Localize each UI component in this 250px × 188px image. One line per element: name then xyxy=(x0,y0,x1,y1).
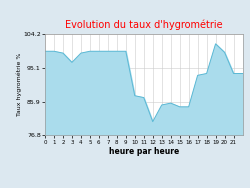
X-axis label: heure par heure: heure par heure xyxy=(108,147,179,156)
Title: Evolution du taux d'hygrométrie: Evolution du taux d'hygrométrie xyxy=(65,20,222,30)
Y-axis label: Taux hygrométrie %: Taux hygrométrie % xyxy=(16,53,22,116)
